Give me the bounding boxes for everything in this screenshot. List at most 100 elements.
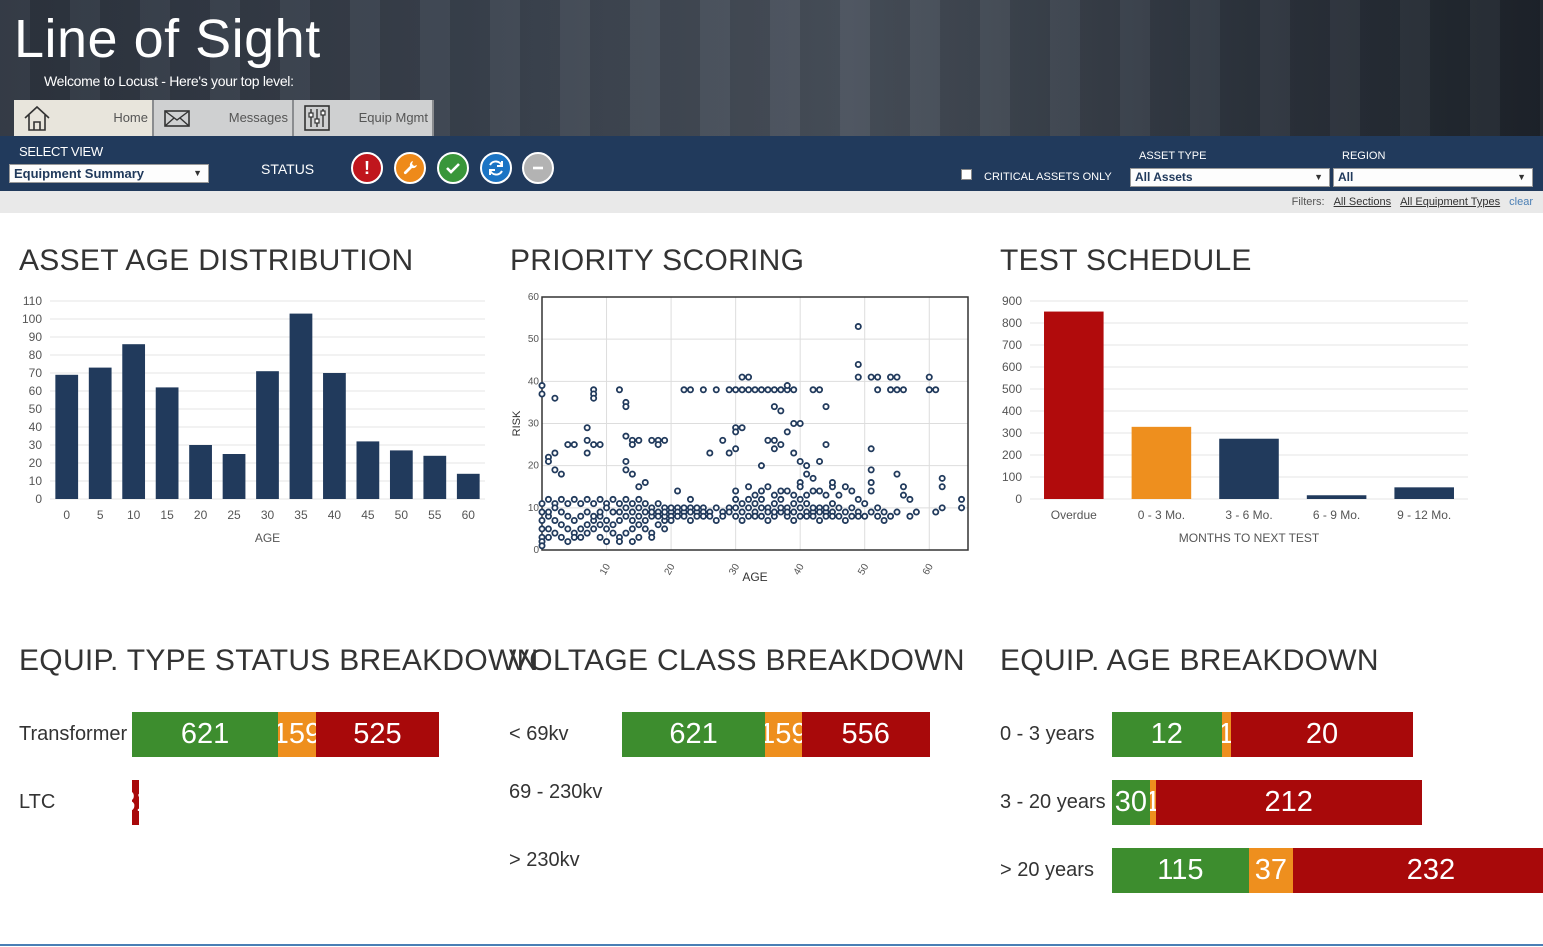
status-inactive-button[interactable]	[522, 152, 554, 184]
scatter-point	[783, 487, 791, 495]
scatter-point	[874, 386, 882, 394]
segment-good: 30	[1112, 780, 1150, 825]
y-tick-label: 20	[528, 461, 540, 472]
segment-critical: 20	[1230, 712, 1414, 757]
y-tick-label: 40	[528, 376, 540, 387]
scatter-point	[551, 529, 559, 537]
x-tick-label: 35	[294, 508, 308, 522]
scatter-point	[803, 470, 811, 478]
status-alert-button[interactable]: !	[351, 152, 383, 184]
region-dropdown[interactable]: All ▼	[1333, 168, 1533, 187]
scatter-point	[790, 500, 798, 508]
critical-assets-checkbox[interactable]	[961, 169, 972, 180]
bar	[189, 445, 212, 499]
asset-type-dropdown[interactable]: All Assets ▼	[1130, 168, 1330, 187]
scatter-point	[764, 483, 772, 491]
scatter-point	[861, 500, 869, 508]
scatter-point	[738, 424, 746, 432]
y-tick-label: 100	[22, 312, 42, 326]
y-tick-label: 900	[1002, 294, 1022, 308]
scatter-point	[777, 441, 785, 449]
scatter-point	[809, 386, 817, 394]
row-label: > 230kv	[509, 849, 580, 871]
scatter-point	[583, 436, 591, 444]
scatter-point	[770, 500, 778, 508]
scatter-point	[686, 386, 694, 394]
filter-all-equipment-types[interactable]: All Equipment Types	[1400, 196, 1501, 208]
status-refresh-button[interactable]	[480, 152, 512, 184]
scatter-point	[732, 428, 740, 436]
tab-messages[interactable]: Messages	[154, 100, 294, 136]
scatter-point	[854, 495, 862, 503]
scatter-point	[635, 504, 643, 512]
filter-bar: Filters: All Sections All Equipment Type…	[0, 191, 1543, 213]
scatter-point	[719, 512, 727, 520]
filter-all-sections[interactable]: All Sections	[1333, 196, 1392, 208]
bar	[323, 373, 346, 499]
region-value: All	[1338, 170, 1354, 184]
wrench-icon	[403, 161, 417, 175]
scatter-point	[777, 386, 785, 394]
scatter-point	[648, 436, 656, 444]
scatter-point	[906, 512, 914, 520]
equip-age-title: EQUIP. AGE BREAKDOWN	[1000, 644, 1379, 677]
scatter-point	[615, 516, 623, 524]
scatter-point	[770, 436, 778, 444]
scatter-point	[564, 512, 572, 520]
scatter-point	[751, 491, 759, 499]
y-tick-label: 80	[29, 348, 43, 362]
scatter-point	[615, 538, 623, 546]
scatter-point	[654, 512, 662, 520]
scatter-point	[796, 504, 804, 512]
scatter-point	[622, 403, 630, 411]
scatter-point	[861, 512, 869, 520]
scatter-point	[932, 386, 940, 394]
y-tick-label: 800	[1002, 316, 1022, 330]
x-tick-label: 40	[792, 562, 807, 578]
scatter-point	[609, 508, 617, 516]
scatter-point	[699, 386, 707, 394]
stacked-bar[interactable]: 31	[132, 780, 140, 825]
scatter-point	[583, 495, 591, 503]
x-tick-label: 15	[160, 508, 174, 522]
scatter-point	[622, 512, 630, 520]
bar	[423, 455, 447, 499]
stacked-bar[interactable]: 115 37 232	[1112, 848, 1543, 893]
scatter-point	[590, 500, 598, 508]
y-tick-label: 20	[29, 456, 43, 470]
scatter-point	[828, 479, 836, 487]
stacked-bar[interactable]: 301212	[1112, 780, 1422, 825]
status-maintenance-button[interactable]	[394, 152, 426, 184]
bar	[356, 441, 380, 499]
scatter-point	[803, 491, 811, 499]
scatter-point	[622, 466, 630, 474]
select-view-dropdown[interactable]: Equipment Summary ▼	[9, 164, 209, 183]
scatter-point	[745, 373, 753, 381]
filters: Filters: All Sections All Equipment Type…	[1292, 196, 1533, 208]
scatter-point	[732, 386, 740, 394]
tab-equip-mgmt[interactable]: Equip Mgmt	[294, 100, 434, 136]
scatter-point	[603, 538, 611, 546]
status-ok-button[interactable]	[437, 152, 469, 184]
tab-home[interactable]: Home	[14, 100, 154, 136]
scatter-point	[809, 474, 817, 482]
scatter-point	[641, 516, 649, 524]
scatter-point	[777, 504, 785, 512]
scatter-point	[751, 512, 759, 520]
clear-filters-link[interactable]: clear	[1509, 196, 1533, 208]
scatter-point	[854, 360, 862, 368]
scatter-point	[867, 466, 875, 474]
scatter-point	[848, 504, 856, 512]
scatter-point	[538, 542, 546, 550]
scatter-point	[654, 521, 662, 529]
stacked-bar[interactable]: 12 1 20	[1112, 712, 1414, 757]
stacked-bar[interactable]: 621 159 556	[622, 712, 930, 757]
scatter-point	[622, 504, 630, 512]
scatter-point	[732, 512, 740, 520]
y-tick-label: 600	[1002, 360, 1022, 374]
scatter-point	[596, 441, 604, 449]
scatter-point	[706, 512, 714, 520]
plot-frame	[541, 296, 969, 551]
stacked-bar[interactable]: 621 159 525	[132, 712, 440, 757]
bar	[1394, 487, 1454, 499]
